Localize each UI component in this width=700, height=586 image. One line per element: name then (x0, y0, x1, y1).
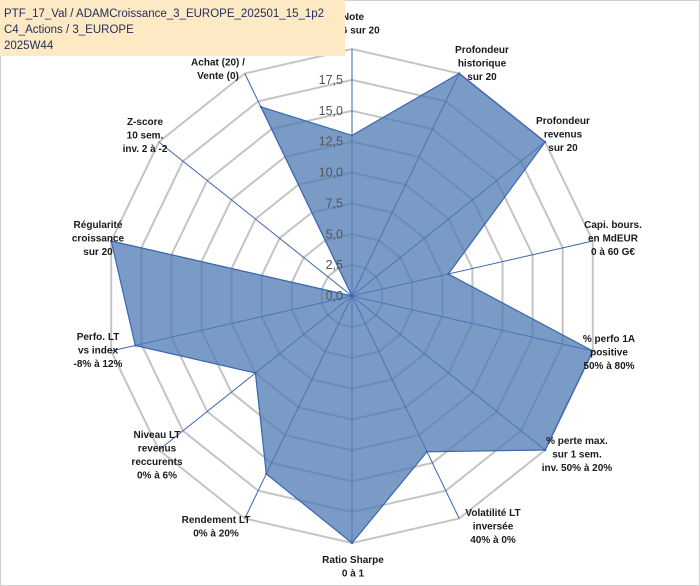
axis-label-1: Profondeur historique sur 20 (455, 45, 509, 83)
data-point-2 (543, 140, 547, 144)
tick-label-0: 0,0 (326, 289, 343, 303)
tick-label-3: 7,5 (326, 196, 343, 210)
spoke-12 (158, 141, 353, 297)
data-point-0 (350, 134, 354, 137)
tick-label-7: 17,5 (319, 73, 343, 87)
radar-series (110, 72, 594, 545)
data-point-13 (259, 105, 263, 109)
tick-label-4: 10,0 (319, 166, 343, 180)
data-point-6 (425, 450, 429, 453)
axis-label-10: Perfo. LT vs index -8% à 12% (74, 332, 123, 370)
data-point-11 (110, 239, 113, 243)
axis-label-4: % perfo 1A positive 50% à 80% (583, 334, 635, 372)
portfolio-title-line-3: 2025W44 (4, 40, 54, 52)
series-area (110, 72, 594, 544)
radar-tick-labels: 0,02,55,07,510,012,515,017,520,0 (319, 42, 343, 303)
data-point-3 (447, 272, 450, 276)
portfolio-title-line-2: C4_Actions / 3_EUROPE (4, 24, 134, 36)
axis-label-12: Z-score 10 sem. inv. 2 à -2 (123, 117, 168, 155)
axis-label-9: Niveau LT revenus reccurents 0% à 6% (131, 430, 183, 482)
radar-category-labels: Note ESG sur 20 Profondeur historique sur 20… (72, 12, 642, 580)
axis-label-2: Profondeur revenus sur 20 (536, 116, 590, 154)
data-point-8 (265, 472, 268, 476)
axis-label-3: Capi. bours. en MdEUR 0 à 60 G€ (584, 220, 642, 258)
portfolio-title-box: PTF_17_Val / ADAMCroissance_3_EUROPE_202… (0, 0, 345, 56)
tick-label-2: 5,0 (326, 227, 343, 241)
portfolio-title-line-1: PTF_17_Val / ADAMCroissance_3_EUROPE_202… (4, 8, 325, 20)
axis-label-8: Rendement LT 0% à 20% (182, 515, 251, 540)
axis-label-11: Régularité croissance sur 20 (72, 220, 125, 258)
axis-label-7: Ratio Sharpe 0 à 1 (322, 555, 384, 580)
tick-label-6: 15,0 (319, 104, 343, 118)
data-point-7 (350, 541, 354, 545)
tick-label-5: 12,5 (319, 135, 343, 149)
axis-label-5: % perte max. sur 1 sem. inv. 50% à 20% (542, 436, 613, 474)
axis-label-6: Volatilité LT inversée 40% à 0% (465, 508, 520, 546)
data-point-9 (254, 371, 257, 375)
data-point-10 (134, 344, 137, 347)
data-point-5 (543, 448, 547, 452)
axis-label-0: Note ESG sur 20 (326, 12, 380, 37)
data-point-1 (458, 72, 461, 75)
data-point-12 (350, 294, 354, 298)
tick-label-1: 2,5 (326, 258, 343, 272)
data-point-4 (591, 349, 594, 353)
